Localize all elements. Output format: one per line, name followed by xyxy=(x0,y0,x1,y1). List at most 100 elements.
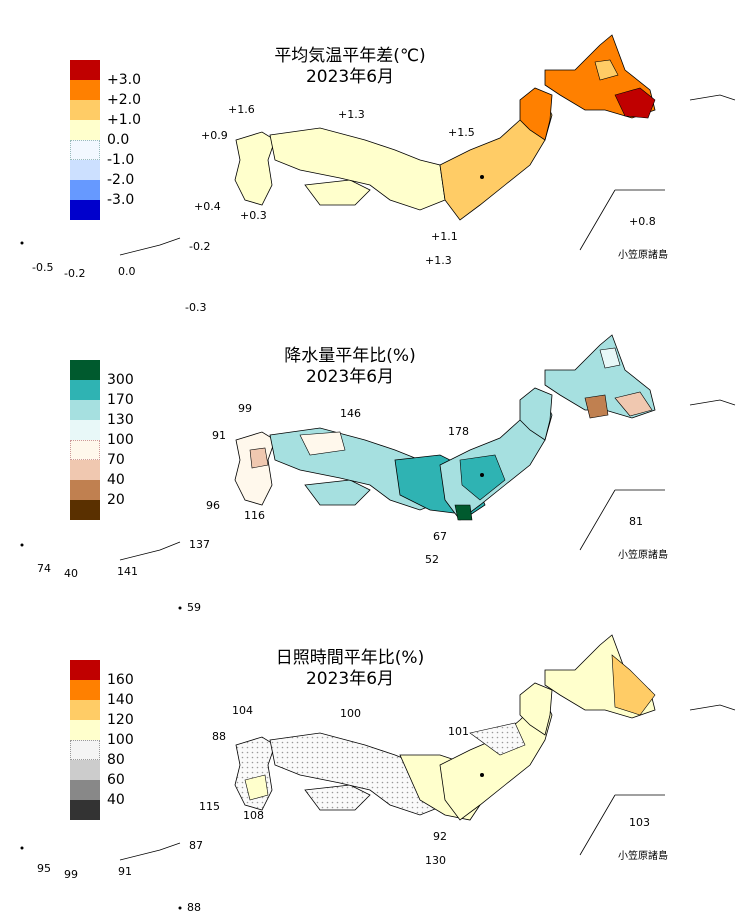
station-value: +1.5 xyxy=(448,126,475,139)
ogasawara-label: 小笠原諸島 xyxy=(618,250,668,261)
station-value: 95 xyxy=(37,862,51,875)
legend-swatch xyxy=(70,100,100,120)
legend-label: 80 xyxy=(107,752,125,768)
temperature-title: 平均気温平年差(℃) 2023年6月 xyxy=(240,46,460,88)
station-value: 146 xyxy=(340,407,361,420)
station-value: +0.3 xyxy=(240,209,267,222)
sunshine-title-text: 日照時間平年比(%) xyxy=(275,648,425,668)
legend-swatch xyxy=(70,380,100,400)
legend-swatch xyxy=(70,800,100,820)
legend-swatch xyxy=(70,480,100,500)
legend-label: 300 xyxy=(107,372,134,388)
station-value: -0.5 xyxy=(32,261,54,274)
legend-swatch xyxy=(70,460,100,480)
station-value: 88 xyxy=(187,901,201,914)
legend-label: 0.0 xyxy=(107,132,130,148)
legend-swatch xyxy=(70,80,100,100)
legend-swatch xyxy=(70,440,100,460)
legend-swatch xyxy=(70,200,100,220)
station-value: 92 xyxy=(433,830,447,843)
station-value: 88 xyxy=(212,730,226,743)
station-value: 108 xyxy=(243,809,264,822)
station-value: 81 xyxy=(629,515,643,528)
legend-label: +1.0 xyxy=(107,112,141,128)
station-value: 137 xyxy=(189,538,210,551)
station-value: 0.0 xyxy=(118,265,136,278)
station-value: -0.2 xyxy=(64,267,86,280)
legend-label: +3.0 xyxy=(107,72,141,88)
precipitation-month: 2023年6月 xyxy=(305,367,395,387)
station-value: 103 xyxy=(629,816,650,829)
legend-swatch xyxy=(70,160,100,180)
station-value: 40 xyxy=(64,567,78,580)
legend-label: 140 xyxy=(107,692,134,708)
station-value: 101 xyxy=(448,725,469,738)
legend-label: 20 xyxy=(107,492,125,508)
station-value: 67 xyxy=(433,530,447,543)
precipitation-title: 降水量平年比(%) 2023年6月 xyxy=(240,346,460,388)
legend-label: -1.0 xyxy=(107,152,135,168)
temperature-title-text: 平均気温平年差(℃) xyxy=(274,46,426,66)
station-value: 99 xyxy=(64,868,78,881)
station-value: 74 xyxy=(37,562,51,575)
legend-label: 100 xyxy=(107,732,134,748)
legend-swatch xyxy=(70,660,100,680)
temperature-map xyxy=(20,34,736,256)
legend-swatch xyxy=(70,120,100,140)
legend-label: 120 xyxy=(107,712,134,728)
legend-swatch xyxy=(70,680,100,700)
station-value: -0.2 xyxy=(189,240,211,253)
sunshine-title: 日照時間平年比(%) 2023年6月 xyxy=(240,648,460,690)
station-value: -0.3 xyxy=(185,301,207,314)
legend-swatch xyxy=(70,780,100,800)
ogasawara-label: 小笠原諸島 xyxy=(618,851,668,862)
station-value: 87 xyxy=(189,839,203,852)
legend-swatch xyxy=(70,760,100,780)
legend-swatch xyxy=(70,360,100,380)
ogasawara-label: 小笠原諸島 xyxy=(618,550,668,561)
station-value: 116 xyxy=(244,509,265,522)
station-value: 99 xyxy=(238,402,252,415)
legend-label: 40 xyxy=(107,792,125,808)
station-value: 59 xyxy=(187,601,201,614)
station-value: 178 xyxy=(448,425,469,438)
station-value: +1.6 xyxy=(228,103,255,116)
legend-swatch xyxy=(70,720,100,740)
legend-label: 100 xyxy=(107,432,134,448)
legend-swatch xyxy=(70,420,100,440)
legend-label: +2.0 xyxy=(107,92,141,108)
station-value: +0.9 xyxy=(201,129,228,142)
legend-swatch xyxy=(70,400,100,420)
legend-label: 130 xyxy=(107,412,134,428)
legend-swatch xyxy=(70,180,100,200)
station-value: 141 xyxy=(117,565,138,578)
legend-label: 70 xyxy=(107,452,125,468)
legend-swatch xyxy=(70,500,100,520)
station-value: 115 xyxy=(199,800,220,813)
station-value: 130 xyxy=(425,854,446,867)
temperature-month: 2023年6月 xyxy=(305,67,395,87)
station-value: 52 xyxy=(425,553,439,566)
legend-label: 60 xyxy=(107,772,125,788)
station-value: +0.4 xyxy=(194,200,221,213)
legend-swatch xyxy=(70,740,100,760)
station-value: 104 xyxy=(232,704,253,717)
precipitation-title-text: 降水量平年比(%) xyxy=(284,346,416,366)
legend-swatch xyxy=(70,140,100,160)
station-value: 100 xyxy=(340,707,361,720)
legend-swatch xyxy=(70,60,100,80)
sunshine-panel: 日照時間平年比(%) 2023年6月 160 140 120 100 80 60… xyxy=(0,615,750,920)
legend-swatch xyxy=(70,700,100,720)
station-value: 91 xyxy=(212,429,226,442)
precipitation-map xyxy=(20,334,736,610)
legend-label: -2.0 xyxy=(107,172,135,188)
precipitation-panel: 降水量平年比(%) 2023年6月 300 170 130 100 70 40 … xyxy=(0,310,750,614)
station-value: +1.3 xyxy=(338,108,365,121)
legend-label: 170 xyxy=(107,392,134,408)
station-value: 91 xyxy=(118,865,132,878)
legend-label: -3.0 xyxy=(107,192,135,208)
legend-label: 40 xyxy=(107,472,125,488)
station-value: +1.3 xyxy=(425,254,452,267)
sunshine-map xyxy=(20,634,736,910)
station-value: +1.1 xyxy=(431,230,458,243)
